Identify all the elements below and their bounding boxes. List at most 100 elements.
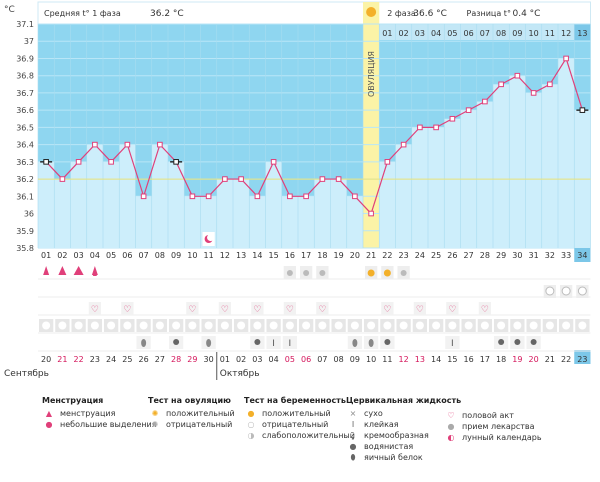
temperature-bar xyxy=(558,58,575,248)
phase2-day-strip xyxy=(379,24,591,40)
sex-cell xyxy=(218,302,231,315)
watery-icon: ● xyxy=(349,442,357,451)
date-label: 17 xyxy=(480,355,490,364)
cycle-day-label: 33 xyxy=(561,251,571,260)
egg-white-icon xyxy=(352,339,358,347)
pill-icon xyxy=(74,321,83,330)
temperature-point xyxy=(547,81,553,88)
temperature-bar xyxy=(493,84,510,248)
sticky-icon: I xyxy=(272,339,275,349)
pill-icon xyxy=(367,321,376,330)
pill-icon xyxy=(497,321,506,330)
temperature-point xyxy=(254,193,261,200)
pregnancy-positive-icon: ● xyxy=(247,409,255,418)
temperature-point xyxy=(92,141,98,148)
cycle-day-label: 16 xyxy=(285,251,295,260)
sex-cell xyxy=(381,302,394,315)
date-label: 20 xyxy=(529,355,539,364)
pill-icon xyxy=(172,321,181,330)
pill-icon xyxy=(123,321,132,330)
date-label: 24 xyxy=(106,355,116,364)
pill-icon xyxy=(155,321,164,330)
cycle-day-label: 03 xyxy=(74,251,84,260)
cycle-day-label: 07 xyxy=(139,251,149,260)
pill-icon xyxy=(253,321,262,330)
date-label: 19 xyxy=(512,355,522,364)
legend-item: лунный календарь xyxy=(462,433,542,442)
cycle-day-label: 05 xyxy=(106,251,116,260)
legend-item: клейкая xyxy=(364,420,399,429)
y-tick-label: 36 xyxy=(24,210,34,219)
dry-icon: × xyxy=(349,409,357,418)
y-tick-label: 36.9 xyxy=(16,54,34,63)
temperature-point xyxy=(319,176,326,182)
phase1-avg-label: Средняя t° 1 фаза xyxy=(44,9,121,18)
pill-icon xyxy=(432,321,441,330)
temperature-bar xyxy=(379,161,396,248)
heart-icon: ♡ xyxy=(221,305,229,315)
heart-icon: ♡ xyxy=(123,305,131,315)
temperature-bar xyxy=(168,161,185,248)
pill-icon xyxy=(90,321,99,330)
date-label: 10 xyxy=(366,355,376,364)
temperature-bar xyxy=(119,144,136,248)
temperature-point xyxy=(563,55,569,62)
pregnancy-weak-icon: ◑ xyxy=(247,431,255,440)
temperature-point xyxy=(270,159,277,165)
date-label: 18 xyxy=(496,355,506,364)
pill-icon xyxy=(220,321,229,330)
cycle-day-label: 26 xyxy=(447,251,457,260)
temperature-point xyxy=(335,176,342,182)
y-tick-label: 37.1 xyxy=(16,20,34,29)
temperature-point xyxy=(514,72,521,79)
temperature-point xyxy=(287,193,293,200)
cycle-day-label: 30 xyxy=(512,251,522,260)
date-label: 22 xyxy=(561,355,571,364)
menstruation-icon xyxy=(43,266,50,275)
y-tick-label: 36.1 xyxy=(16,192,34,201)
date-label: 26 xyxy=(139,355,149,364)
mucus-cell xyxy=(266,336,281,349)
pill-icon xyxy=(350,321,359,330)
cycle-day-label: 19 xyxy=(334,251,344,260)
cycle-day-label: 14 xyxy=(252,251,262,260)
menstruation-icon xyxy=(73,266,84,275)
date-label: 21 xyxy=(57,355,67,364)
temperature-point xyxy=(140,193,147,200)
date-label: 05 xyxy=(285,355,295,364)
cycle-day-label: 20 xyxy=(350,251,360,260)
temperature-point xyxy=(400,141,407,148)
heart-icon: ♡ xyxy=(447,411,455,420)
temperature-point xyxy=(465,107,472,113)
temperature-point xyxy=(108,159,114,165)
menstruation-icon: ▲ xyxy=(45,409,53,418)
date-label: 13 xyxy=(415,355,425,364)
cycle-day-label: 01 xyxy=(41,251,51,260)
pill-icon xyxy=(529,321,538,330)
legend-item: небольшие выделения xyxy=(60,420,157,429)
month-label: Октябрь xyxy=(220,369,260,379)
heart-icon: ♡ xyxy=(253,305,261,315)
pregnancy-negative-icon: ○ xyxy=(247,420,255,429)
date-label: 07 xyxy=(317,355,327,364)
date-label: 25 xyxy=(122,355,132,364)
pill-icon xyxy=(480,321,489,330)
pill-icon xyxy=(513,321,522,330)
temperature-point xyxy=(238,176,244,182)
today-marker-top xyxy=(574,24,591,40)
legend-item: кремообразная xyxy=(364,431,429,440)
watery-icon xyxy=(173,339,180,345)
sun-positive-icon: ✺ xyxy=(151,409,159,418)
cycle-day-label: 11 xyxy=(204,251,214,260)
temperature-bar xyxy=(135,196,152,248)
phase2-day-number: 09 xyxy=(512,29,522,38)
egg-white-icon xyxy=(141,339,147,347)
heart-icon: ♡ xyxy=(481,305,489,315)
date-label: 27 xyxy=(155,355,165,364)
temperature-point xyxy=(449,115,456,122)
temperature-point xyxy=(368,210,374,217)
sun-negative-icon: ✺ xyxy=(151,420,159,429)
egg-white-icon: ⬮ xyxy=(350,452,356,462)
sun-icon xyxy=(366,7,377,17)
